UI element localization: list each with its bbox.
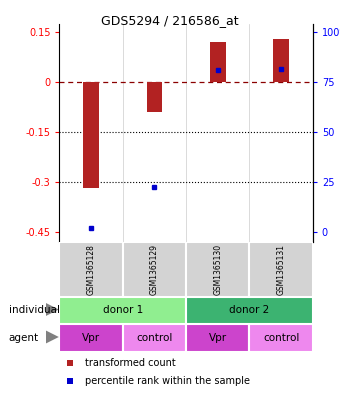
Bar <box>186 242 250 297</box>
Text: GSM1365128: GSM1365128 <box>87 244 96 295</box>
Text: control: control <box>263 333 299 343</box>
Bar <box>210 42 226 82</box>
Bar <box>186 324 250 352</box>
Text: donor 1: donor 1 <box>103 305 143 316</box>
Bar <box>59 297 186 324</box>
Text: GDS5294 / 216586_at: GDS5294 / 216586_at <box>101 14 239 27</box>
Text: GSM1365130: GSM1365130 <box>213 244 222 295</box>
Text: GSM1365131: GSM1365131 <box>277 244 286 295</box>
Text: donor 2: donor 2 <box>230 305 270 316</box>
Text: Vpr: Vpr <box>209 333 227 343</box>
Text: transformed count: transformed count <box>85 358 175 368</box>
Text: GSM1365129: GSM1365129 <box>150 244 159 295</box>
Text: individual: individual <box>8 305 60 316</box>
Bar <box>123 242 186 297</box>
Bar <box>59 324 123 352</box>
Polygon shape <box>46 303 59 316</box>
Bar <box>250 242 313 297</box>
Text: percentile rank within the sample: percentile rank within the sample <box>85 376 250 386</box>
Bar <box>186 297 313 324</box>
Bar <box>123 324 186 352</box>
Bar <box>147 82 163 112</box>
Bar <box>250 324 313 352</box>
Text: agent: agent <box>8 333 39 343</box>
Bar <box>273 39 289 82</box>
Bar <box>83 82 99 188</box>
Text: Vpr: Vpr <box>82 333 100 343</box>
Bar <box>59 242 123 297</box>
Polygon shape <box>46 331 59 343</box>
Text: control: control <box>136 333 173 343</box>
